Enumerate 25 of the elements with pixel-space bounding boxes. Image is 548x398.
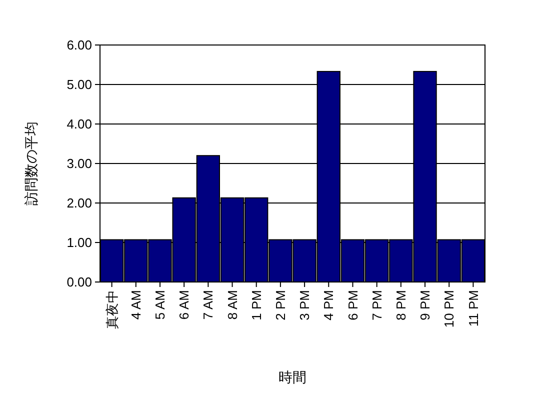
x-tick-label: 1 PM [248,290,264,320]
x-tick-label: 7 AM [200,290,216,320]
y-tick-label: 0.00 [66,274,92,290]
x-tick-label: 10 PM [442,290,457,328]
y-axis-title: 訪問数の平均 [23,122,39,206]
x-tick-label: 5 AM [152,290,168,320]
x-axis-title: 時間 [278,369,306,385]
x-tick-label: 8 PM [393,290,408,320]
y-tick-label: 1.00 [66,235,92,250]
y-tick-label: 4.00 [66,116,92,132]
x-tick-label: 6 PM [345,290,360,320]
y-tick-label: 3.00 [66,156,92,172]
y-tick-label: 2.00 [66,196,92,211]
x-tick-label: 11 PM [466,290,481,327]
x-tick-label: 9 PM [418,290,433,320]
x-tick-label: 4 PM [321,290,336,320]
x-tick-label: 2 PM [273,290,288,320]
x-tick-label: 8 AM [224,290,240,320]
x-tick-label: 7 PM [369,290,384,320]
y-tick-label: 6.00 [66,38,92,53]
y-tick-label: 5.00 [66,77,92,92]
x-tick-label: 4 AM [128,290,144,320]
x-tick-label: 真夜中 [104,290,120,329]
x-tick-label: 3 PM [297,290,312,320]
x-tick-label: 6 AM [176,290,192,320]
